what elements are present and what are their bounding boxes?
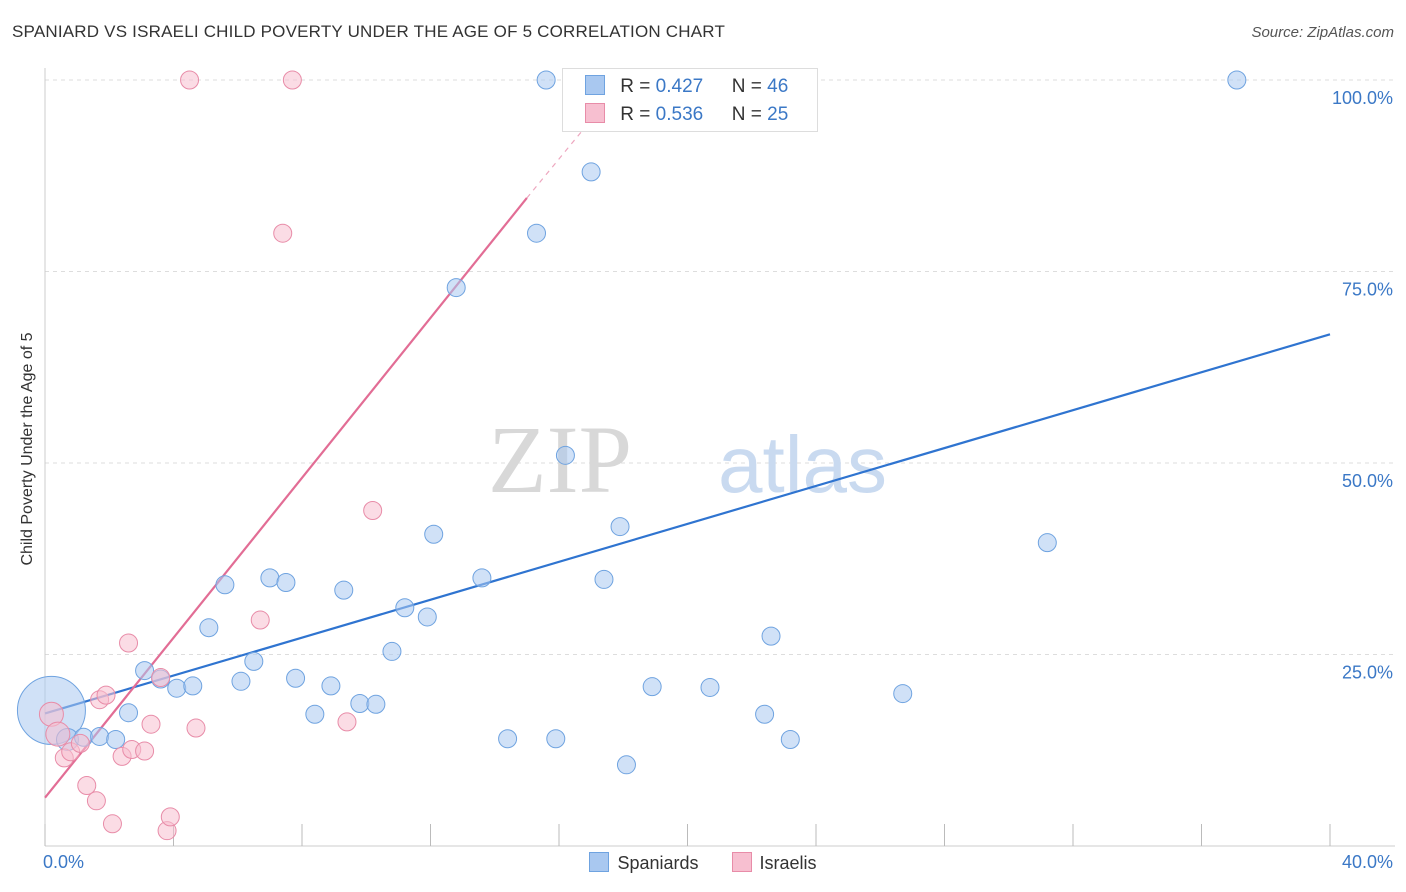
spaniards-point: [755, 704, 775, 724]
spaniards-point: [424, 524, 444, 544]
spaniards-point: [231, 671, 251, 691]
israelis-point: [70, 733, 90, 753]
spaniards-point: [167, 678, 187, 698]
series-legend-swatch-israelis: [731, 852, 752, 872]
chart-source: Source: ZipAtlas.com: [1251, 24, 1394, 41]
spaniards-point: [700, 677, 720, 697]
israelis-point: [180, 70, 200, 90]
spaniards-point: [642, 677, 662, 697]
israelis-point: [337, 712, 357, 732]
legend-r-label: R =: [620, 76, 651, 97]
spaniards-point: [616, 755, 636, 775]
spaniards-point: [498, 729, 518, 749]
spaniards-point: [546, 729, 566, 749]
spaniards-point: [305, 704, 325, 724]
israelis-point: [282, 70, 302, 90]
spaniards-point: [366, 694, 386, 714]
spaniards-point: [527, 223, 547, 243]
spaniards-point: [244, 651, 264, 671]
israelis-point: [250, 610, 270, 630]
israelis-point: [151, 667, 171, 687]
legend-swatch-israelis: [585, 103, 605, 123]
axis-layer: 25.0% 50.0% 75.0% 100.0% 0.0% 40.0%: [43, 68, 1395, 872]
y-tick-label: 50.0%: [1342, 471, 1393, 491]
y-axis-label-wrap: Child Poverty Under the Age of 5: [16, 300, 40, 600]
spaniards-point: [334, 580, 354, 600]
y-axis-label: Child Poverty Under the Age of 5: [19, 332, 36, 566]
spaniards-point: [90, 726, 110, 746]
series-legend-israelis[interactable]: Israelis: [731, 852, 817, 874]
israelis-point: [141, 714, 161, 734]
y-tick-label: 25.0%: [1342, 663, 1393, 683]
spaniards-point: [610, 517, 630, 537]
israelis-point: [119, 633, 139, 653]
israelis-point: [160, 807, 180, 827]
israelis-trend-line: [44, 197, 528, 799]
spaniards-point: [276, 572, 296, 592]
spaniards-point: [536, 70, 556, 90]
watermark: ZIP atlas: [488, 406, 887, 513]
spaniards-point: [446, 278, 466, 298]
series-legend-label-spaniards: Spaniards: [617, 853, 699, 873]
series-legend: Spaniards Israelis: [0, 852, 1406, 874]
legend-r-value-spaniards: 0.427: [655, 76, 704, 97]
israelis-point: [363, 500, 383, 520]
trend-layer: [44, 115, 1331, 799]
israelis-point: [273, 223, 293, 243]
spaniards-point: [581, 162, 601, 182]
chart-title: SPANIARD VS ISRAELI CHILD POVERTY UNDER …: [12, 22, 726, 41]
spaniards-point: [350, 694, 370, 714]
x-tick-label-min: 0.0%: [43, 852, 84, 872]
spaniards-point: [199, 618, 219, 638]
spaniards-point: [382, 641, 402, 661]
legend-r-value-israelis: 0.536: [655, 104, 704, 125]
spaniards-point: [761, 626, 781, 646]
legend-n-value-israelis: 25: [767, 104, 789, 125]
legend-n-label: N =: [731, 76, 762, 97]
grid-layer: [45, 79, 1395, 655]
israelis-point: [102, 814, 122, 834]
spaniards-point: [215, 575, 235, 595]
watermark-atlas: atlas: [718, 420, 887, 509]
legend-swatch-spaniards: [585, 75, 605, 95]
stats-legend: R = 0.427 N = 46 R = 0.536 N = 25: [562, 68, 818, 132]
spaniards-point: [555, 445, 575, 465]
spaniards-point: [135, 661, 155, 681]
spaniards-point: [594, 569, 614, 589]
series-legend-label-israelis: Israelis: [759, 853, 817, 873]
spaniards-point: [472, 568, 492, 588]
legend-n-label: N =: [731, 104, 762, 125]
spaniards-point: [321, 676, 341, 696]
spaniards-point: [417, 607, 437, 627]
israelis-trend-extension: [526, 115, 595, 199]
spaniards-point: [780, 730, 800, 750]
spaniards-point: [286, 668, 306, 688]
spaniards-point: [106, 730, 126, 750]
spaniards-point: [183, 676, 203, 696]
israelis-point: [77, 775, 97, 795]
spaniards-point: [395, 598, 415, 618]
israelis-point: [45, 721, 71, 747]
spaniards-point: [893, 684, 913, 704]
israelis-point: [135, 741, 155, 761]
y-tick-label: 100.0%: [1332, 88, 1393, 108]
israelis-point: [86, 791, 106, 811]
spaniards-point: [119, 703, 139, 723]
x-tick-label-max: 40.0%: [1342, 852, 1393, 872]
y-tick-label: 75.0%: [1342, 280, 1393, 300]
israelis-point: [96, 685, 116, 705]
spaniards-point: [1227, 70, 1247, 90]
legend-row-spaniards: R = 0.427 N = 46: [585, 75, 788, 98]
series-legend-spaniards[interactable]: Spaniards: [589, 852, 699, 874]
legend-n-value-spaniards: 46: [767, 76, 789, 97]
series-legend-swatch-spaniards: [589, 852, 610, 872]
spaniards-point: [1037, 533, 1057, 553]
legend-row-israelis: R = 0.536 N = 25: [585, 103, 788, 126]
legend-r-label: R =: [620, 104, 651, 125]
spaniards-trend-line: [44, 333, 1331, 715]
israelis-point: [186, 718, 206, 738]
spaniards-point: [260, 568, 280, 588]
